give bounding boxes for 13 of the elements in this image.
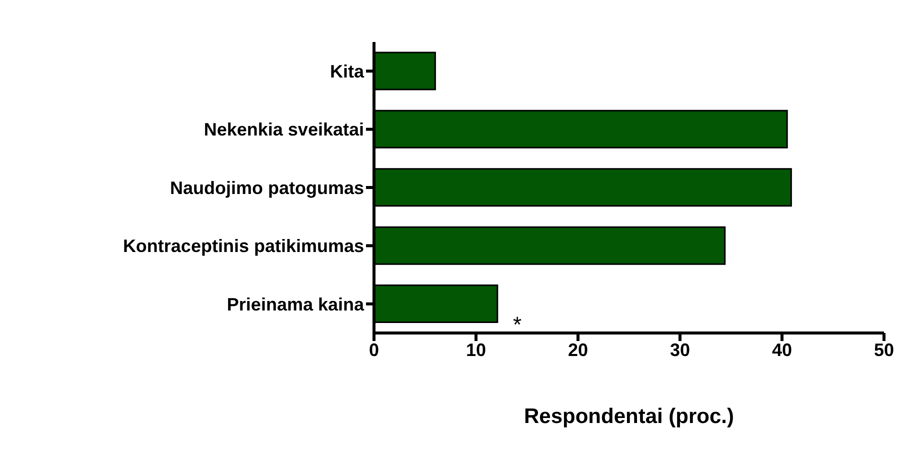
x-axis-title: Respondentai (proc.) <box>524 405 734 428</box>
y-tick-label: Prieinama kaina <box>226 294 365 314</box>
y-tick-label: Nekenkia sveikatai <box>204 120 364 140</box>
x-tick-label: 10 <box>466 340 486 360</box>
x-tick-label: 40 <box>772 340 792 360</box>
annotation: * <box>513 312 522 337</box>
x-tick-label: 50 <box>874 340 894 360</box>
x-tick-label: 20 <box>568 340 588 360</box>
x-tick-label: 0 <box>368 340 380 360</box>
y-tick-label: Kontraceptinis patikimumas <box>122 236 364 256</box>
y-tick-label: Kita <box>330 61 365 82</box>
x-tick-label: 30 <box>670 340 690 360</box>
y-tick-label: Naudojimo patogumas <box>170 178 364 198</box>
